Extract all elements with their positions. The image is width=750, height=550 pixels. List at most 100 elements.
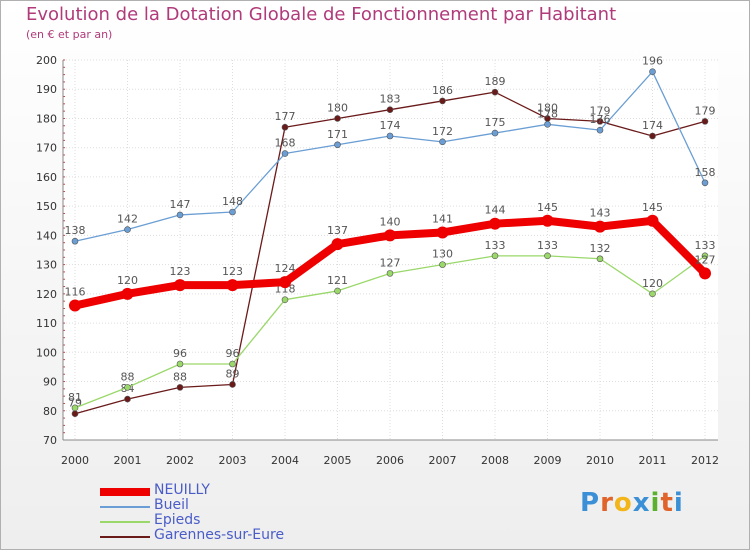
data-point [439, 138, 446, 146]
y-tick-label: 80 [43, 405, 57, 418]
data-point [596, 255, 604, 263]
data-point [334, 287, 341, 295]
y-tick-label: 130 [36, 259, 57, 272]
data-point [649, 68, 656, 75]
chart-subtitle: (en € et par an) [26, 28, 113, 41]
data-point [646, 214, 659, 227]
logo-letter: P [580, 488, 601, 518]
logo-letter: x [632, 488, 651, 518]
data-point [701, 252, 709, 260]
legend-swatch-neuilly [100, 488, 150, 496]
legend-swatch-bueil [100, 506, 150, 508]
data-point [281, 123, 289, 131]
data-point [124, 395, 131, 403]
data-label: 171 [327, 128, 348, 141]
data-point [176, 384, 184, 391]
data-label: 144 [485, 204, 506, 217]
data-label: 124 [275, 262, 296, 275]
data-point [121, 287, 134, 300]
data-label: 116 [65, 286, 86, 299]
x-tick-label: 2007 [429, 454, 457, 467]
x-tick-label: 2005 [324, 454, 352, 467]
data-label: 179 [695, 104, 716, 117]
y-tick-label: 170 [36, 142, 57, 155]
x-tick-label: 2002 [166, 454, 194, 467]
data-point [386, 132, 394, 140]
logo-letter: i [650, 488, 661, 518]
y-tick-label: 110 [36, 317, 57, 330]
data-label: 145 [537, 201, 558, 214]
data-label: 196 [642, 55, 663, 68]
data-label: 127 [380, 256, 401, 269]
chart-title: Evolution de la Dotation Globale de Fonc… [26, 4, 617, 25]
data-label: 137 [327, 224, 348, 237]
data-label: 132 [590, 242, 611, 255]
data-point [279, 276, 291, 289]
data-point [649, 132, 656, 140]
data-label: 133 [537, 239, 558, 252]
data-point [699, 267, 711, 280]
legend-label-garennes: Garennes-sur-Eure [154, 527, 285, 543]
data-point [71, 410, 79, 417]
data-point [334, 141, 341, 149]
data-label: 180 [327, 101, 348, 114]
data-point [544, 121, 551, 128]
data-label: 175 [485, 116, 506, 129]
data-point [124, 226, 131, 233]
data-point [281, 296, 289, 303]
y-tick-label: 140 [36, 229, 57, 242]
data-label: 88 [121, 370, 135, 383]
data-point [229, 360, 236, 368]
data-label: 174 [380, 119, 401, 132]
data-point [229, 381, 236, 388]
data-point [176, 360, 184, 368]
legend-label-neuilly: NEUILLY [154, 482, 210, 498]
data-point [386, 106, 394, 113]
data-label: 96 [173, 347, 187, 360]
data-point [649, 290, 656, 298]
x-tick-label: 2012 [691, 454, 719, 467]
data-point [71, 237, 79, 245]
x-tick-label: 2001 [114, 454, 142, 467]
data-label: 141 [432, 212, 453, 225]
legend-label-epieds: Epieds [154, 512, 201, 528]
data-point [439, 261, 446, 268]
x-tick-label: 2008 [481, 454, 509, 467]
data-label: 138 [65, 224, 86, 237]
data-point [386, 270, 394, 277]
y-tick-label: 70 [43, 434, 57, 447]
data-label: 179 [590, 104, 611, 117]
data-point [436, 226, 449, 239]
data-label: 178 [537, 107, 558, 120]
data-label: 142 [117, 213, 138, 226]
logo-letter: t [660, 488, 674, 518]
data-point [69, 299, 81, 312]
data-point [331, 238, 344, 251]
data-label: 121 [327, 274, 348, 287]
data-point [174, 279, 186, 292]
y-tick-label: 190 [36, 83, 57, 96]
data-point [384, 229, 396, 242]
x-tick-label: 2006 [376, 454, 404, 467]
data-label: 148 [222, 195, 243, 208]
data-point [594, 220, 606, 233]
data-label: 88 [173, 370, 187, 383]
x-tick-label: 2011 [639, 454, 667, 467]
data-label: 127 [695, 253, 716, 266]
data-label: 81 [68, 391, 82, 404]
data-point [491, 129, 499, 137]
data-point [491, 252, 499, 260]
x-tick-label: 2000 [61, 454, 89, 467]
x-tick-label: 2010 [586, 454, 614, 467]
y-tick-label: 150 [36, 200, 57, 213]
data-point [596, 118, 604, 125]
x-tick-label: 2004 [271, 454, 299, 467]
y-tick-label: 160 [36, 171, 57, 184]
data-label: 133 [695, 239, 716, 252]
legend-label-bueil: Bueil [154, 497, 189, 513]
legend-swatch-garennes [100, 536, 150, 538]
legend-swatch-epieds [100, 521, 150, 523]
data-label: 180 [537, 101, 558, 114]
data-label: 145 [642, 201, 663, 214]
data-label: 172 [432, 125, 453, 138]
